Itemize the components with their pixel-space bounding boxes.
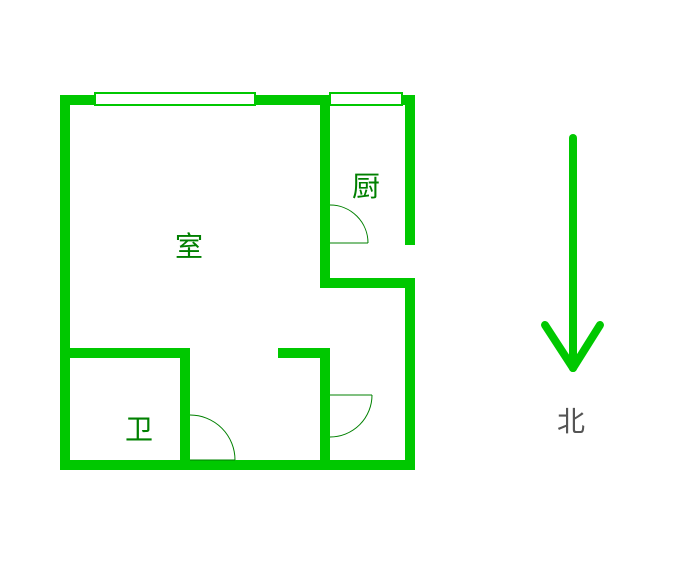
walls xyxy=(60,95,415,470)
doors xyxy=(190,205,372,460)
floorplan-svg xyxy=(0,0,676,558)
room-label-bathroom: 卫 xyxy=(125,408,153,448)
compass-arrow xyxy=(545,138,600,368)
floorplan-diagram: 室 厨 卫 北 xyxy=(0,0,676,558)
room-label-kitchen: 厨 xyxy=(352,165,380,205)
windows xyxy=(95,93,402,105)
room-label-main: 室 xyxy=(175,225,203,265)
compass-label-north: 北 xyxy=(557,400,585,440)
